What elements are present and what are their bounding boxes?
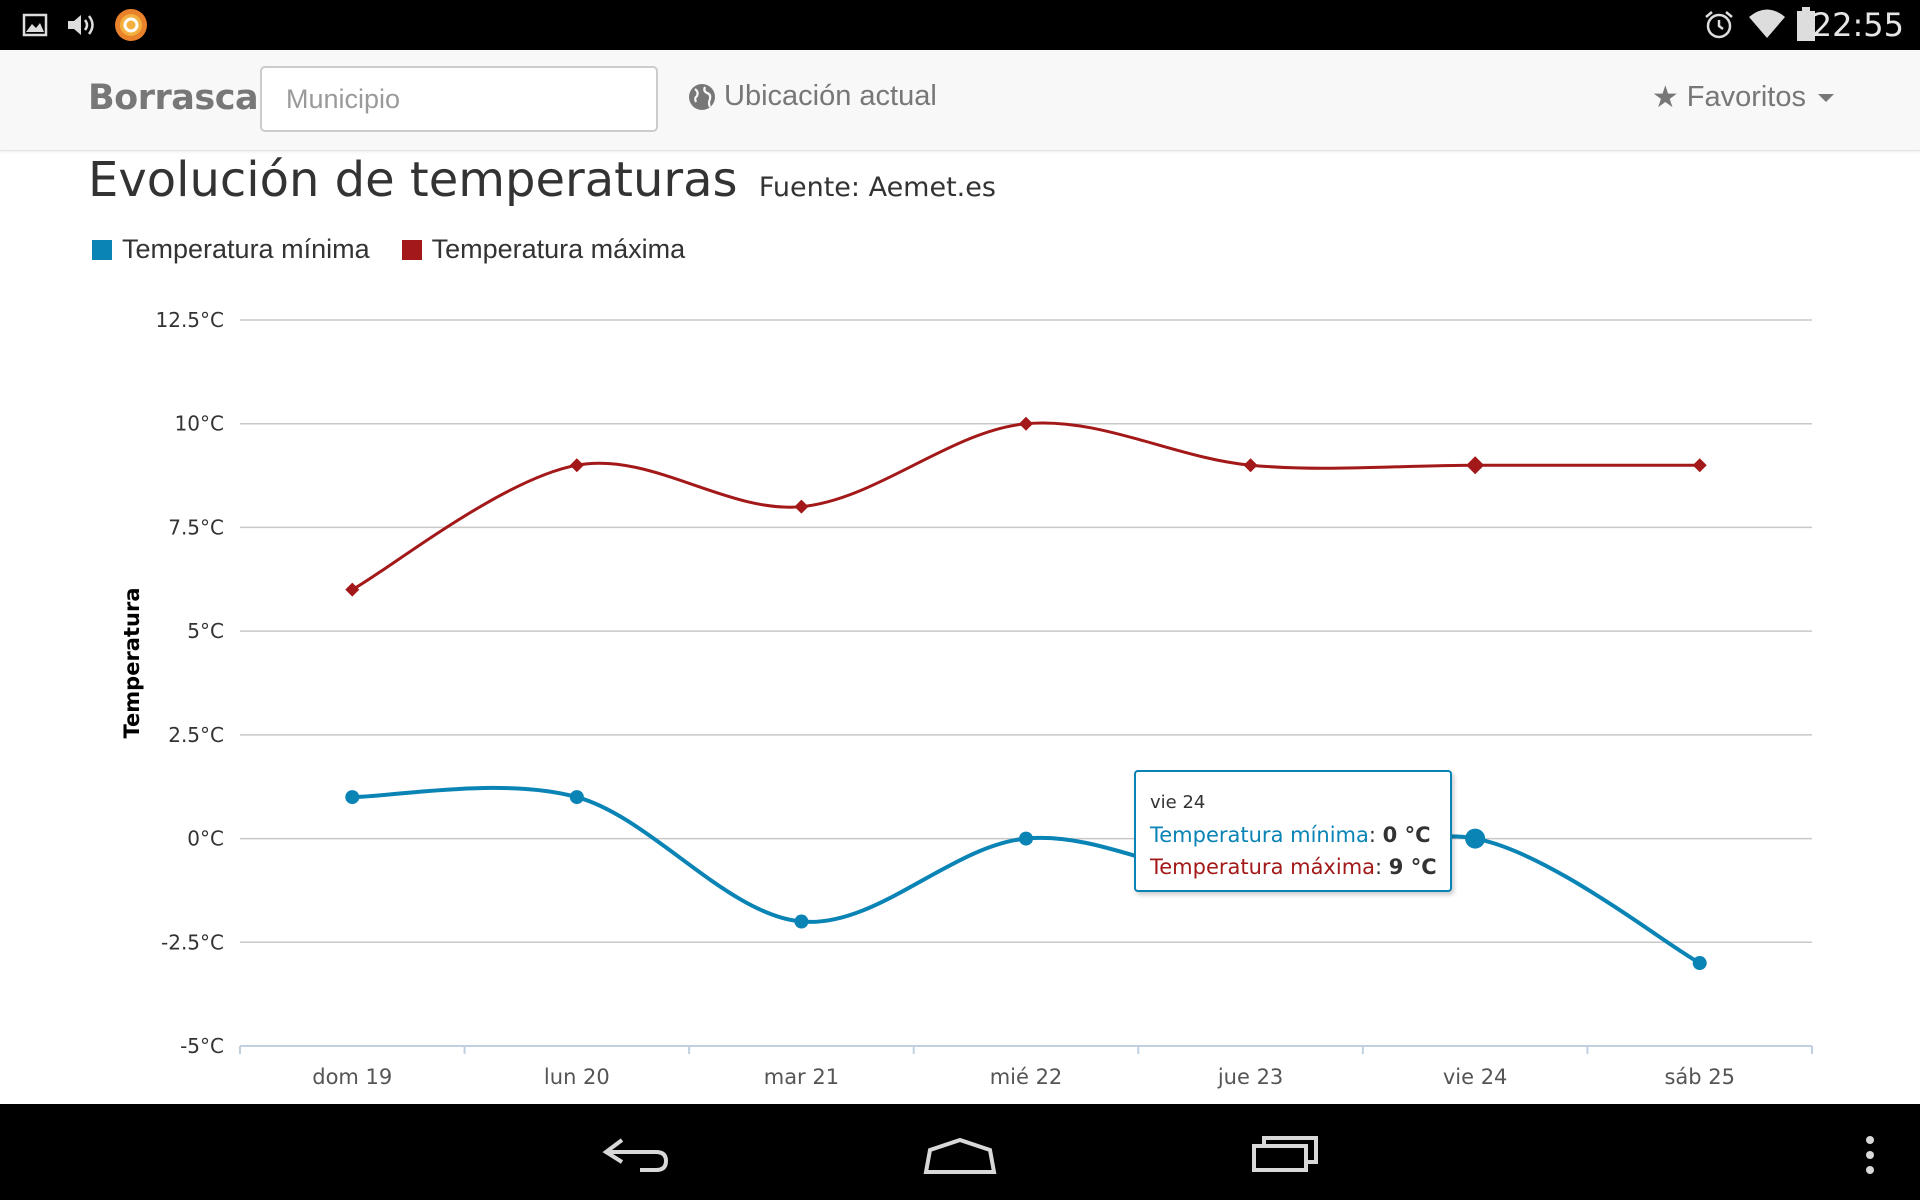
- tooltip-row-max: Temperatura máxima: 9 °C: [1150, 855, 1437, 879]
- battery-icon: [1797, 7, 1815, 41]
- navbar: Borrasca Ubicación actual ★ Favoritos: [0, 50, 1920, 151]
- legend-item-max[interactable]: Temperatura máxima: [401, 234, 686, 265]
- overflow-menu-icon[interactable]: [1860, 1134, 1880, 1178]
- home-icon[interactable]: [920, 1136, 1000, 1176]
- brand-logo[interactable]: Borrasca: [88, 78, 259, 118]
- data-point: [794, 499, 809, 514]
- x-tick-label: lun 20: [544, 1065, 610, 1089]
- chart-legend: Temperatura mínima Temperatura máxima: [92, 234, 717, 265]
- data-point: [569, 790, 584, 805]
- gallery-icon: [22, 13, 48, 37]
- y-tick-label: 2.5°C: [168, 723, 224, 747]
- status-bar: 22:55: [0, 0, 1920, 50]
- y-axis-title: Temperatura: [120, 588, 144, 739]
- x-tick-label: dom 19: [312, 1065, 392, 1089]
- legend-label-min: Temperatura mínima: [122, 234, 370, 264]
- tooltip-label-min: Temperatura mínima: [1150, 823, 1369, 847]
- tooltip-value-max: 9 °C: [1388, 855, 1437, 879]
- tooltip-label-max: Temperatura máxima: [1150, 855, 1376, 879]
- series-line: [352, 785, 1701, 965]
- recents-icon[interactable]: [1250, 1134, 1322, 1174]
- star-icon: ★: [1651, 81, 1679, 114]
- municipality-search-input[interactable]: [260, 66, 658, 132]
- y-tick-label: 5°C: [187, 619, 224, 643]
- favorites-dropdown[interactable]: ★ Favoritos: [1652, 80, 1834, 115]
- data-point: [1243, 458, 1258, 473]
- data-point: [1019, 831, 1033, 846]
- data-point: [794, 914, 809, 929]
- y-tick-label: -5°C: [180, 1034, 224, 1058]
- data-point: [1466, 456, 1485, 475]
- globe-icon: [689, 83, 715, 110]
- android-nav-bar: [0, 1104, 1920, 1200]
- current-location-link[interactable]: Ubicación actual: [688, 80, 937, 113]
- page-title-text: Evolución de temperaturas: [88, 152, 738, 208]
- data-point: [569, 458, 584, 473]
- y-tick-label: 12.5°C: [156, 308, 225, 332]
- x-tick-label: vie 24: [1443, 1065, 1508, 1089]
- chart-tooltip: vie 24 Temperatura mínima: 0 °C Temperat…: [1134, 770, 1452, 892]
- alarm-icon: [1705, 11, 1733, 39]
- page-title: Evolución de temperaturas Fuente: Aemet.…: [88, 152, 996, 208]
- back-icon[interactable]: [600, 1134, 672, 1174]
- y-tick-label: 7.5°C: [168, 515, 224, 539]
- data-point: [1692, 458, 1707, 473]
- data-point: [1465, 828, 1486, 849]
- legend-swatch-min: [92, 239, 112, 260]
- legend-item-min[interactable]: Temperatura mínima: [92, 234, 370, 265]
- data-point: [345, 582, 360, 597]
- x-tick-label: jue 23: [1217, 1065, 1283, 1089]
- current-location-label: Ubicación actual: [724, 80, 937, 112]
- tooltip-value-min: 0 °C: [1382, 823, 1431, 847]
- legend-swatch-max: [401, 239, 422, 260]
- y-tick-label: 0°C: [187, 827, 224, 851]
- favorites-label: Favoritos: [1686, 81, 1806, 113]
- x-tick-label: sáb 25: [1664, 1065, 1735, 1089]
- tooltip-category: vie 24: [1150, 792, 1206, 813]
- caret-down-icon: [1818, 93, 1834, 102]
- series-line: [351, 421, 1700, 591]
- data-point: [1692, 956, 1707, 971]
- status-time: 22:55: [1811, 6, 1904, 44]
- x-tick-label: mié 22: [990, 1065, 1063, 1089]
- tooltip-row-min: Temperatura mínima: 0 °C: [1150, 823, 1431, 847]
- volume-icon: [68, 15, 94, 35]
- y-tick-label: 10°C: [175, 412, 224, 436]
- x-tick-label: mar 21: [764, 1065, 839, 1089]
- legend-label-max: Temperatura máxima: [431, 234, 686, 264]
- app-notification-icon: [115, 9, 147, 41]
- temperature-chart: -5°C -2.5°C 0°C 2.5°C 5°C 7.5°C 10°C 12.5°C dom …: [120, 308, 1813, 1089]
- data-point: [1019, 416, 1033, 431]
- y-tick-label: -2.5°C: [161, 930, 224, 954]
- data-source: Fuente: Aemet.es: [758, 172, 996, 203]
- data-point: [345, 790, 360, 805]
- wifi-icon: [1749, 9, 1785, 38]
